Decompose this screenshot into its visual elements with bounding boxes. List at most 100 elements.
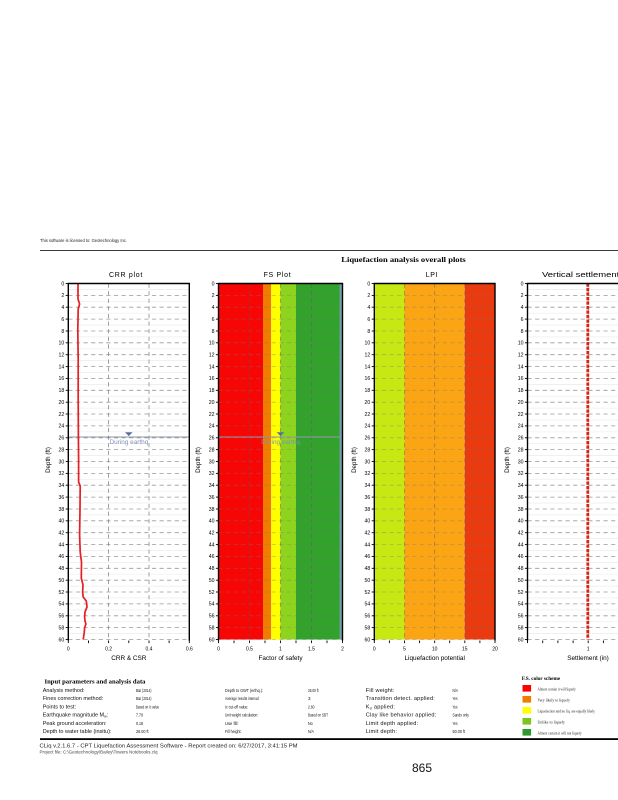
svg-text:20: 20 — [492, 647, 498, 653]
svg-text:50.00 ft: 50.00 ft — [453, 729, 466, 734]
svg-text:2.60: 2.60 — [308, 704, 315, 709]
svg-text:14: 14 — [365, 364, 371, 370]
svg-text:44: 44 — [209, 542, 215, 548]
svg-text:CRR & CSR: CRR & CSR — [111, 655, 147, 662]
svg-text:14: 14 — [209, 364, 215, 370]
svg-text:56: 56 — [59, 614, 65, 620]
svg-text:Almost certain it will not liq: Almost certain it will not liquefy — [538, 731, 583, 736]
svg-text:26: 26 — [59, 436, 65, 442]
svg-text:12: 12 — [518, 353, 524, 359]
svg-text:12: 12 — [209, 353, 215, 359]
svg-text:This software is licensed to:: This software is licensed to: Geotechnol… — [40, 238, 127, 244]
svg-text:Liquefaction analysis overall: Liquefaction analysis overall plots — [341, 255, 466, 264]
svg-text:20: 20 — [209, 400, 215, 406]
svg-text:46: 46 — [518, 554, 524, 560]
svg-text:16: 16 — [518, 376, 524, 382]
svg-text:36: 36 — [59, 495, 65, 501]
svg-text:CLiq v.2.1.6.7 - CPT Liquefact: CLiq v.2.1.6.7 - CPT Liquefaction Assess… — [40, 744, 298, 750]
svg-text:34: 34 — [365, 483, 371, 489]
svg-text:Analysis method:: Analysis method: — [43, 688, 85, 694]
svg-text:58: 58 — [518, 625, 524, 631]
svg-text:28: 28 — [365, 447, 371, 453]
svg-text:28: 28 — [59, 447, 65, 453]
svg-text:Fill height:: Fill height: — [225, 729, 242, 734]
svg-text:Input parameters and analysis: Input parameters and analysis data — [45, 679, 147, 686]
svg-text:Yes: Yes — [453, 696, 458, 701]
svg-text:44: 44 — [59, 542, 65, 548]
svg-text:24: 24 — [365, 424, 371, 430]
svg-text:Vertical settlements: Vertical settlements — [542, 272, 618, 279]
svg-text:10: 10 — [518, 341, 524, 347]
svg-text:60: 60 — [59, 637, 65, 643]
svg-text:Depth (ft): Depth (ft) — [45, 447, 52, 473]
svg-text:44: 44 — [365, 542, 371, 548]
svg-text:Project file: C:\Geotechnology: Project file: C:\Geotechnology\Bailey\To… — [40, 750, 159, 755]
svg-text:14: 14 — [59, 364, 65, 370]
svg-text:24: 24 — [518, 424, 524, 430]
svg-text:52: 52 — [518, 590, 524, 596]
svg-text:6: 6 — [61, 317, 64, 323]
svg-text:865: 865 — [412, 761, 432, 775]
svg-text:18: 18 — [365, 388, 371, 394]
svg-text:2: 2 — [212, 293, 215, 299]
svg-text:10: 10 — [59, 341, 65, 347]
svg-text:20: 20 — [518, 400, 524, 406]
svg-text:Based on SBT: Based on SBT — [308, 713, 328, 718]
svg-text:N/A: N/A — [453, 688, 459, 693]
svg-text:8: 8 — [367, 329, 370, 335]
svg-text:0.5: 0.5 — [246, 647, 253, 653]
svg-text:Earthquake magnitude Mw:: Earthquake magnitude Mw: — [43, 713, 109, 719]
svg-text:0.4: 0.4 — [146, 647, 153, 653]
svg-text:26.00 ft: 26.00 ft — [136, 729, 149, 734]
svg-text:15: 15 — [462, 647, 468, 653]
svg-text:Ic cut-off value:: Ic cut-off value: — [225, 704, 248, 709]
svg-text:50: 50 — [518, 578, 524, 584]
svg-text:14: 14 — [518, 364, 524, 370]
svg-text:52: 52 — [59, 590, 65, 596]
svg-text:No: No — [308, 721, 313, 726]
svg-text:40: 40 — [59, 519, 65, 525]
svg-text:0.18: 0.18 — [136, 721, 143, 726]
svg-text:26.00 ft: 26.00 ft — [308, 688, 319, 693]
svg-text:Liquefaction potential: Liquefaction potential — [404, 655, 464, 662]
svg-text:6: 6 — [367, 317, 370, 323]
svg-text:2: 2 — [521, 293, 524, 299]
svg-text:6: 6 — [521, 317, 524, 323]
svg-text:32: 32 — [365, 471, 371, 477]
svg-text:0: 0 — [373, 647, 376, 653]
svg-text:60: 60 — [365, 637, 371, 643]
svg-text:46: 46 — [209, 554, 215, 560]
svg-text:50: 50 — [209, 578, 215, 584]
svg-text:N/A: N/A — [308, 729, 314, 734]
svg-text:58: 58 — [59, 625, 65, 631]
svg-text:58: 58 — [365, 625, 371, 631]
svg-text:40: 40 — [209, 519, 215, 525]
svg-text:Limit depth applied:: Limit depth applied: — [366, 721, 419, 727]
svg-text:54: 54 — [209, 602, 215, 608]
svg-text:36: 36 — [365, 495, 371, 501]
svg-text:18: 18 — [59, 388, 65, 394]
svg-text:18: 18 — [518, 388, 524, 394]
svg-text:8: 8 — [521, 329, 524, 335]
svg-text:Very likely to liquefy: Very likely to liquefy — [538, 698, 571, 703]
svg-text:54: 54 — [518, 602, 524, 608]
svg-text:58: 58 — [209, 625, 215, 631]
svg-text:48: 48 — [518, 566, 524, 572]
svg-text:Fines correction method:: Fines correction method: — [43, 696, 104, 702]
svg-text:Yes: Yes — [453, 704, 458, 709]
svg-text:54: 54 — [365, 602, 371, 608]
svg-text:16: 16 — [209, 376, 215, 382]
svg-text:Use fill:: Use fill: — [225, 721, 239, 726]
svg-text:Unit weight calculation:: Unit weight calculation: — [225, 713, 258, 718]
svg-text:Settlement (in): Settlement (in) — [567, 655, 609, 662]
svg-text:B&I (2014): B&I (2014) — [136, 696, 152, 701]
svg-text:2: 2 — [61, 293, 64, 299]
svg-text:42: 42 — [209, 531, 215, 537]
svg-text:0: 0 — [367, 281, 370, 287]
svg-text:28: 28 — [209, 447, 215, 453]
svg-text:0: 0 — [521, 281, 524, 287]
svg-text:1: 1 — [587, 647, 590, 653]
svg-text:30: 30 — [365, 459, 371, 465]
svg-text:Average results interval:: Average results interval: — [225, 696, 259, 701]
svg-text:32: 32 — [518, 471, 524, 477]
